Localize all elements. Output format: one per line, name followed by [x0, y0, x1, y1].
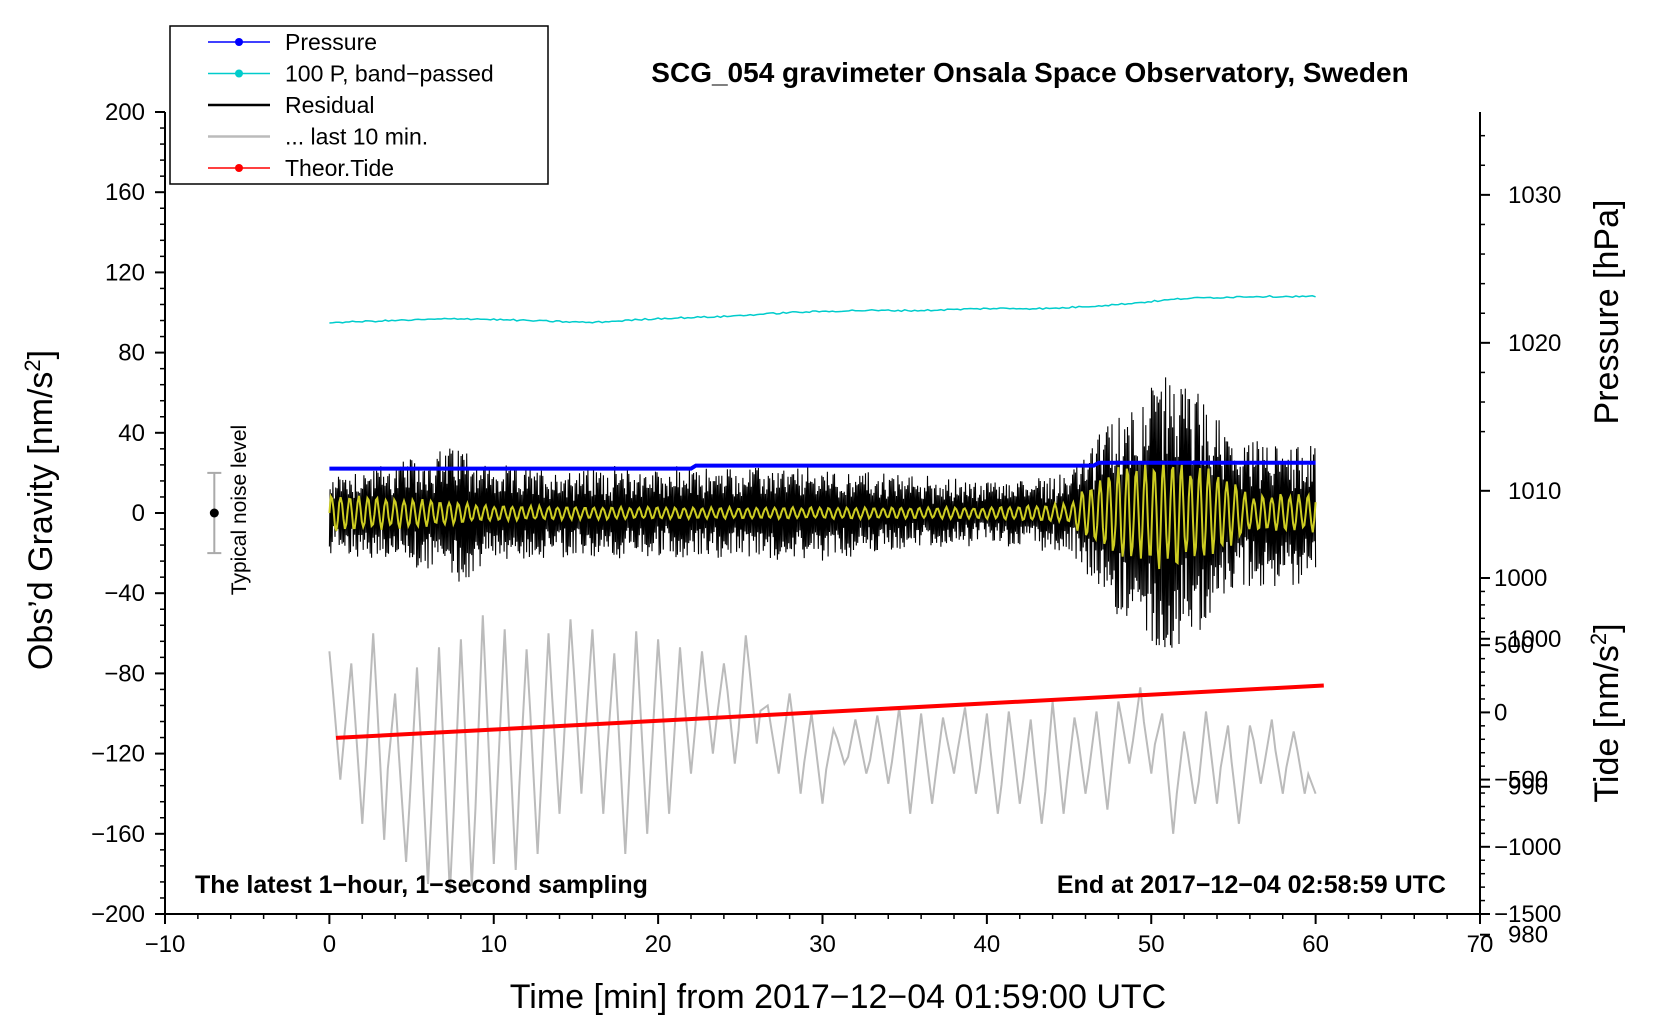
- y-tick-label: −120: [91, 741, 145, 768]
- y-axis-label-gravity: Obs’d Gravity [nm/s2]: [20, 350, 61, 670]
- y-tick-label: −160: [91, 821, 145, 848]
- y-axis-label-tide-end: ]: [1588, 623, 1626, 632]
- legend-swatch-marker: [235, 164, 243, 172]
- legend-swatch-marker: [235, 38, 243, 46]
- x-tick-label: 10: [480, 931, 507, 958]
- tide-tick-label: 1000: [1494, 565, 1547, 592]
- series-pressure-bandpassed-line: [329, 294, 1316, 324]
- tide-tick-label: −500: [1494, 767, 1548, 794]
- y-tick-label: 200: [105, 99, 145, 126]
- y-axis-label-pressure: Pressure [hPa]: [1588, 200, 1626, 425]
- y-axis-label-tide: Tide [nm/s2]: [1586, 623, 1627, 802]
- legend-swatch-marker: [235, 69, 243, 78]
- x-axis-label: Time [min] from 2017−12−04 01:59:00 UTC: [510, 978, 1166, 1016]
- noise-bar-point: [209, 508, 219, 518]
- pressure-tick-label: 990: [1508, 774, 1548, 801]
- series-last-10-min-line: [328, 615, 1317, 895]
- legend-entry-label: 100 P, band−passed: [285, 61, 494, 87]
- y-tick-label: 160: [105, 179, 145, 206]
- y-axis-label-tide-base: Tide [nm/s: [1588, 645, 1626, 802]
- y-tick-label: 120: [105, 259, 145, 286]
- tide-tick-label: 0: [1494, 699, 1507, 726]
- y-tick-label: −40: [104, 580, 145, 607]
- pressure-tick-label: 1020: [1508, 330, 1561, 357]
- legend-entry-label: Pressure: [285, 29, 377, 55]
- tide-tick-label: 500: [1494, 632, 1534, 659]
- x-tick-label: 0: [323, 931, 336, 958]
- x-tick-label: 60: [1302, 931, 1329, 958]
- series-tide-line: [335, 683, 1324, 740]
- y-tick-label: 80: [118, 340, 145, 367]
- x-tick-label: −10: [145, 931, 186, 958]
- y-axis-label-gravity-base: Obs’d Gravity [nm/s: [22, 372, 60, 671]
- series-pressure-line: [329, 460, 1316, 471]
- pressure-tick-label: 1030: [1508, 182, 1561, 209]
- legend-entry-label: Residual: [285, 92, 375, 118]
- pressure-tick-label: 1010: [1508, 478, 1561, 505]
- legend: Pressure 100 P, band−passed Residual ... la…: [169, 25, 549, 185]
- x-tick-label: 40: [974, 931, 1001, 958]
- x-tick-label: 20: [645, 931, 672, 958]
- x-tick-label: 30: [809, 931, 836, 958]
- pressure-tick-label: 980: [1508, 922, 1548, 949]
- pressure-tick-label: 1000: [1508, 626, 1561, 653]
- note-right: End at 2017−12−04 02:58:59 UTC: [1057, 871, 1446, 899]
- note-left: The latest 1−hour, 1−second sampling: [195, 871, 648, 899]
- tide-tick-label: −1000: [1494, 834, 1561, 861]
- series-residual-line: [328, 377, 1317, 648]
- series-residual-filtered-line: [328, 460, 1317, 570]
- y-tick-label: −80: [104, 660, 145, 687]
- legend-entry-label: Theor.Tide: [285, 155, 394, 181]
- y-tick-label: 40: [118, 420, 145, 447]
- y-tick-label: 0: [132, 500, 145, 527]
- noise-level-label: Typical noise level: [228, 425, 251, 595]
- legend-entry-label: ... last 10 min.: [285, 124, 428, 150]
- tide-tick-label: −1500: [1494, 901, 1561, 928]
- y-axis-label-gravity-end: ]: [22, 350, 60, 359]
- x-tick-label: 50: [1138, 931, 1165, 958]
- y-axis-label-gravity-sup: 2: [20, 359, 45, 371]
- chart-title: SCG_054 gravimeter Onsala Space Observat…: [651, 57, 1408, 88]
- y-tick-label: −200: [91, 901, 145, 928]
- y-axis-label-tide-sup: 2: [1586, 633, 1611, 645]
